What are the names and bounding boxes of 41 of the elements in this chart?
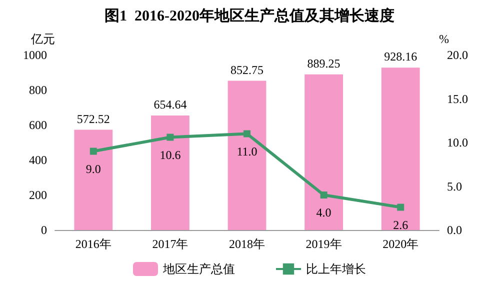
y-tick-label: 400 (29, 153, 47, 167)
y2-tick-label: 5.0 (447, 179, 462, 194)
point (166, 134, 174, 141)
legend-label: 比上年增长 (306, 262, 366, 276)
data-label: 928.16 (384, 50, 418, 64)
y2-axis-title: % (439, 32, 449, 46)
y-tick-label: 200 (29, 188, 47, 202)
x-tick-label: 2019年 (306, 237, 342, 251)
bar (304, 74, 343, 230)
data-label: 9.0 (86, 162, 101, 176)
x-tick-label: 2017年 (152, 237, 188, 251)
y-tick-label: 600 (29, 118, 47, 132)
data-label: 654.64 (154, 97, 187, 112)
x-tick-label: 2018年 (229, 237, 265, 251)
y2-tick-label: 15.0 (447, 92, 468, 106)
data-label: 2.6 (393, 218, 408, 232)
point (90, 148, 97, 155)
chart-title: 图1 2016-2020年地区生产总值及其增长速度 (104, 6, 394, 24)
data-label: 889.25 (307, 56, 340, 70)
bar (228, 80, 266, 230)
data-label: 852.75 (230, 62, 264, 77)
y2-tick-label: 10.0 (447, 136, 468, 150)
y-tick-label: 800 (29, 83, 47, 97)
data-label: 10.6 (160, 148, 181, 162)
legend-label: 地区生产总值 (162, 262, 235, 276)
bar (381, 68, 420, 230)
y2-tick-label: 0.0 (447, 223, 462, 237)
y-tick-label: 1000 (23, 48, 47, 62)
data-label: 572.52 (76, 112, 110, 126)
y-axis-title: 亿元 (30, 32, 55, 46)
x-tick-label: 2016年 (75, 237, 112, 251)
data-label: 11.0 (236, 144, 258, 158)
data-label: 4.0 (316, 206, 332, 220)
y-tick-label: 0 (41, 223, 47, 237)
point (397, 204, 404, 211)
point (244, 130, 250, 138)
x-tick-label: 2020年 (382, 237, 419, 251)
point (320, 192, 328, 198)
bar (74, 130, 113, 230)
y2-tick-label: 20.0 (447, 48, 468, 62)
bar (151, 115, 190, 230)
